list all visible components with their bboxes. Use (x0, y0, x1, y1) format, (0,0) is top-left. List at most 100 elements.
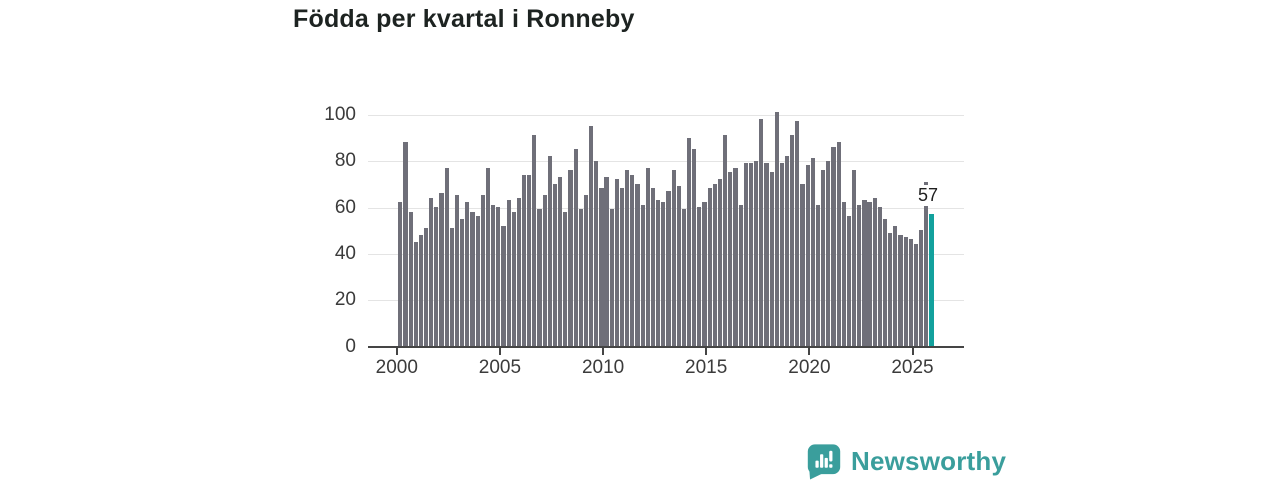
x-axis-tick-label: 2005 (478, 357, 522, 378)
bar (449, 227, 454, 346)
bar (852, 169, 857, 346)
bar (702, 202, 707, 346)
gridline (368, 254, 964, 255)
bar (924, 181, 929, 346)
bar-series (368, 100, 964, 346)
x-axis-tick (498, 348, 501, 355)
bar (650, 188, 656, 346)
bar (862, 200, 867, 346)
bar (640, 204, 645, 346)
bar (501, 225, 506, 346)
bar (872, 197, 877, 346)
bar (496, 207, 501, 346)
y-axis-tick-label: 60 (334, 196, 356, 218)
x-axis-tick-label: 2000 (375, 357, 418, 378)
bar (697, 207, 702, 346)
bar (491, 204, 496, 346)
x-axis-tick (705, 348, 708, 355)
bar (537, 209, 542, 346)
bar (656, 200, 661, 346)
bar (681, 209, 687, 346)
bar (521, 174, 527, 346)
x-axis-tick (808, 348, 811, 355)
x-axis-tick (395, 348, 398, 355)
bar (563, 211, 568, 346)
bar (635, 183, 640, 346)
gridline (368, 115, 964, 116)
bar (893, 225, 898, 346)
bar (774, 112, 779, 346)
bar (815, 204, 821, 346)
newsworthy-wordmark: Newsworthy (851, 446, 1007, 476)
bar (454, 195, 460, 346)
bar (831, 146, 836, 346)
x-axis-tick (602, 348, 605, 355)
x-axis-tick-label: 2025 (891, 357, 934, 378)
bar (429, 197, 434, 346)
bar (908, 239, 913, 346)
newsworthy-speech-bubble-chart-icon (807, 444, 841, 480)
bar (645, 167, 650, 346)
bar (609, 209, 614, 346)
bar (625, 169, 630, 346)
last-value-label: 57 (913, 185, 943, 206)
bar (661, 202, 666, 346)
y-axis-tick-label: 100 (324, 104, 356, 125)
gridline (368, 300, 964, 302)
bar (846, 216, 852, 346)
y-axis-tick-label: 0 (345, 335, 356, 357)
bar (867, 202, 872, 346)
bar (573, 149, 578, 346)
bar (589, 125, 594, 346)
bar (568, 169, 573, 346)
bar (413, 241, 418, 346)
bar (527, 174, 532, 346)
bar (692, 149, 697, 346)
bar (898, 234, 903, 346)
bar (686, 137, 692, 346)
bar (841, 202, 846, 346)
bar (717, 179, 723, 346)
bar (769, 172, 774, 346)
bar (542, 195, 547, 346)
bar (754, 160, 759, 346)
newsworthy-branding: Newsworthy (806, 443, 1006, 480)
bar (821, 169, 826, 346)
bar (506, 200, 511, 346)
bar (583, 195, 589, 346)
bar (707, 188, 712, 346)
bar (733, 167, 738, 346)
bar (532, 135, 537, 346)
bar (723, 135, 728, 346)
bar (511, 211, 516, 346)
bar-latest-quarter (929, 213, 934, 346)
x-axis-tick-label: 2020 (788, 357, 831, 378)
bar (748, 163, 754, 346)
bar (810, 158, 815, 346)
y-axis-tick-label: 80 (334, 150, 356, 172)
bar (903, 237, 908, 346)
bar (919, 230, 924, 346)
bar (857, 204, 862, 346)
y-axis-tick-label: 20 (334, 289, 356, 311)
bar (728, 172, 733, 346)
bar (877, 207, 882, 346)
bar (836, 142, 841, 346)
bar (475, 216, 480, 346)
bar (712, 183, 717, 346)
bar (795, 121, 800, 346)
x-axis-tick-label: 2010 (581, 357, 625, 378)
bar (480, 195, 485, 346)
bar (805, 165, 810, 346)
x-axis-tick-label: 2015 (685, 357, 728, 378)
bar (882, 218, 888, 346)
chart-title: Födda per kvartal i Ronneby (293, 5, 635, 33)
gridline (368, 161, 964, 163)
bar (558, 176, 563, 346)
bar (614, 179, 619, 346)
bar (460, 218, 465, 346)
bar (594, 160, 599, 346)
bar (764, 163, 769, 346)
bar (439, 193, 444, 346)
